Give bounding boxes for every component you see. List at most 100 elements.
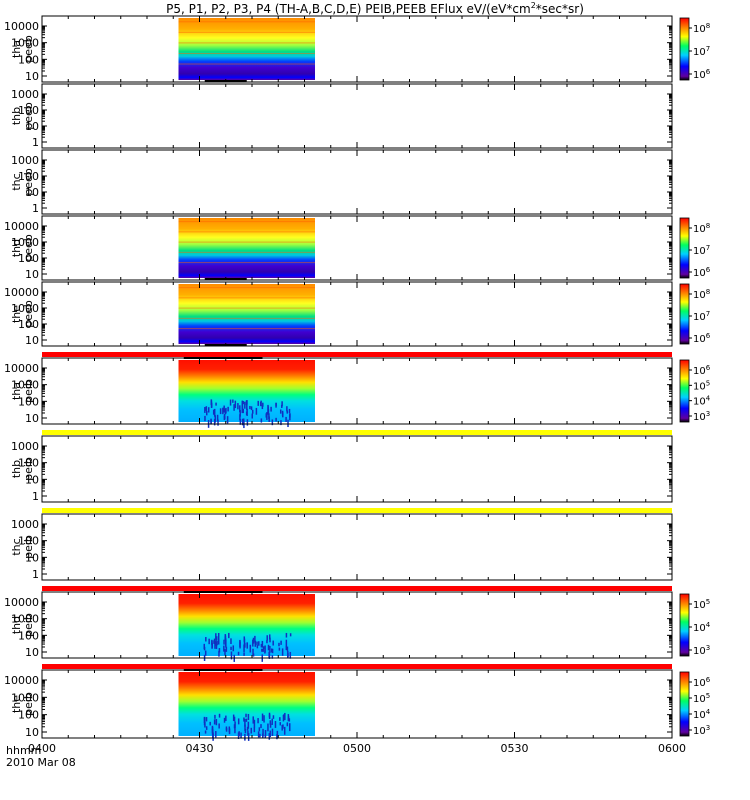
colorbar-gradient (679, 671, 690, 737)
speckle (216, 641, 218, 646)
quality-bar (42, 586, 672, 591)
speckle (281, 404, 283, 408)
speckle (268, 714, 271, 719)
speckle (264, 730, 267, 737)
colorbar: 108 107 106 (679, 217, 711, 279)
speckle (268, 651, 270, 659)
y-tick-label: 100 (18, 53, 39, 66)
speckle (218, 713, 221, 718)
speckle (269, 723, 272, 728)
speckle (217, 639, 220, 645)
speckle (266, 412, 268, 420)
speckle (251, 409, 254, 414)
speckle (270, 406, 272, 412)
speckle (244, 728, 247, 734)
speckle (232, 399, 234, 403)
speckle (208, 638, 210, 645)
speckle (267, 723, 269, 732)
y-axis-product-label: peib (22, 379, 35, 403)
y-tick-label: 1000 (11, 691, 39, 704)
y-tick-label: 10 (25, 646, 39, 659)
speckle (254, 635, 256, 643)
colorbar-tick-label: 106 (693, 364, 711, 377)
speckle (244, 642, 246, 648)
speckle (278, 642, 280, 647)
speckle (276, 730, 279, 738)
energy-band (178, 328, 315, 330)
speckle (287, 652, 289, 658)
colorbar-tick-label: 108 (693, 222, 710, 235)
y-tick-label: 100 (18, 170, 39, 183)
speckle (205, 637, 207, 642)
y-axis-probe-label: the (10, 695, 23, 713)
speckle (269, 645, 271, 653)
speckle (285, 639, 288, 648)
speckle (249, 405, 251, 410)
y-tick-label: 100 (18, 709, 39, 722)
speckle (247, 721, 250, 729)
energy-band (178, 297, 315, 299)
speckle (250, 406, 253, 411)
speckle (252, 716, 255, 724)
energy-band (178, 221, 315, 223)
speckle (274, 720, 277, 728)
panel-the-peib: 10 100 1000 10000 the peib 106 105 104 103 (4, 664, 711, 741)
speckle (254, 640, 257, 647)
speckle (204, 406, 206, 413)
speckle (246, 642, 248, 649)
y-tick-label: 100 (18, 457, 39, 470)
speckle (262, 648, 264, 652)
speckle (268, 733, 271, 740)
speckle (259, 733, 261, 738)
speckle (213, 719, 216, 725)
speckle (210, 403, 213, 408)
speckle (258, 641, 260, 646)
speckle (209, 721, 211, 726)
energy-band (178, 231, 315, 233)
colorbar-gradient (679, 217, 690, 279)
speckle (203, 717, 206, 726)
colorbar-tick-label: 103 (693, 410, 710, 423)
speckle (215, 719, 218, 726)
colorbar-tick-label: 105 (693, 692, 710, 705)
y-tick-label: 10 (25, 726, 39, 739)
speckle (214, 415, 217, 423)
speckle (281, 724, 283, 731)
speckle (241, 400, 244, 409)
speckle (262, 402, 264, 407)
speckle (233, 724, 236, 729)
panel-thc-peeb: 1 10 100 1000 thc peeb (10, 149, 673, 215)
speckle (243, 638, 246, 646)
y-tick-label: 10000 (4, 220, 39, 233)
speckle (239, 418, 242, 425)
speckle (227, 406, 229, 412)
spectrogram-block (178, 18, 315, 80)
y-tick-label: 10 (25, 473, 39, 486)
quality-bar (42, 664, 672, 669)
y-tick-label: 1000 (11, 379, 39, 392)
speckle (224, 649, 226, 656)
speckle (226, 416, 229, 424)
energy-band (178, 317, 315, 319)
speckle (237, 403, 239, 410)
x-tick-label: 0600 (658, 742, 686, 755)
speckle (230, 646, 232, 651)
speckle (260, 724, 262, 729)
speckle (228, 632, 230, 639)
y-axis-probe-label: thb (10, 460, 23, 478)
y-tick-label: 10 (25, 120, 39, 133)
speckle (213, 408, 216, 417)
y-axis-probe-label: thd (10, 616, 23, 634)
speckle (217, 632, 220, 641)
speckle (203, 646, 206, 651)
speckle (222, 407, 225, 411)
y-axis-probe-label: thd (10, 239, 23, 257)
energy-band (178, 307, 315, 309)
speckle (268, 634, 271, 640)
speckle (205, 406, 208, 411)
speckle (267, 644, 270, 651)
speckle (241, 407, 244, 414)
speckle (269, 720, 272, 725)
speckle (230, 651, 233, 660)
